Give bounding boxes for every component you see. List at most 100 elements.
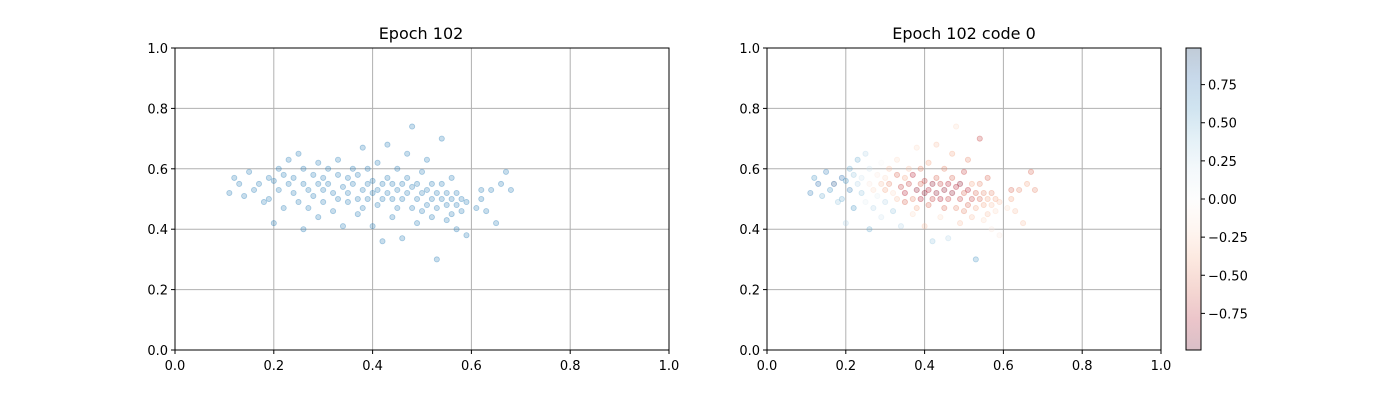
scatter-point bbox=[909, 195, 916, 202]
scatter-point bbox=[811, 174, 818, 181]
scatter-point bbox=[1020, 220, 1027, 227]
scatter-point bbox=[384, 189, 391, 196]
scatter-points bbox=[226, 123, 514, 263]
scatter-point bbox=[894, 195, 901, 202]
y-tick-label: 0.2 bbox=[147, 284, 168, 299]
scatter-panel-code: Epoch 102 code 0 0.0 0.2 0.4 0.6 0.8 1.0 0.00… bbox=[739, 24, 1171, 374]
y-tick-label: 0.2 bbox=[739, 284, 760, 299]
scatter-point bbox=[897, 183, 904, 190]
scatter-point bbox=[300, 226, 307, 233]
scatter-point bbox=[921, 189, 928, 196]
scatter-point bbox=[246, 168, 253, 175]
scatter-point bbox=[236, 180, 243, 187]
scatter-point bbox=[290, 189, 297, 196]
scatter-point bbox=[976, 180, 983, 187]
scatter-point bbox=[992, 195, 999, 202]
scatter-point bbox=[901, 189, 908, 196]
scatter-point bbox=[354, 171, 361, 178]
x-tick-label: 0.0 bbox=[165, 359, 186, 374]
scatter-point bbox=[399, 195, 406, 202]
scatter-point bbox=[838, 195, 845, 202]
scatter-point bbox=[925, 186, 932, 193]
scatter-point bbox=[310, 171, 317, 178]
scatter-point bbox=[453, 202, 460, 209]
scatter-point bbox=[941, 165, 948, 172]
scatter-point bbox=[280, 205, 287, 212]
scatter-point bbox=[862, 199, 869, 206]
y-axis-ticks: 0.0 0.2 0.4 0.6 0.8 1.0 bbox=[739, 42, 767, 359]
scatter-point bbox=[913, 186, 920, 193]
scatter-point bbox=[433, 189, 440, 196]
scatter-point bbox=[369, 177, 376, 184]
scatter-point bbox=[394, 186, 401, 193]
scatter-point bbox=[1008, 195, 1015, 202]
scatter-point bbox=[953, 123, 960, 130]
scatter-point bbox=[423, 186, 430, 193]
scatter-point bbox=[980, 217, 987, 224]
scatter-point bbox=[428, 214, 435, 221]
scatter-point bbox=[260, 199, 267, 206]
scatter-point bbox=[815, 180, 822, 187]
scatter-point bbox=[285, 180, 292, 187]
scatter-point bbox=[972, 256, 979, 263]
scatter-point bbox=[937, 214, 944, 221]
scatter-point bbox=[453, 226, 460, 233]
scatter-point bbox=[241, 192, 248, 199]
scatter-point bbox=[886, 165, 893, 172]
scatter-point bbox=[886, 180, 893, 187]
scatter-point bbox=[862, 150, 869, 157]
scatter-point bbox=[369, 189, 376, 196]
scatter-point bbox=[374, 159, 381, 166]
scatter-point bbox=[984, 211, 991, 218]
scatter-point bbox=[913, 205, 920, 212]
colorbar-tick-label: 0.00 bbox=[1208, 193, 1237, 208]
scatter-point bbox=[418, 168, 425, 175]
scatter-point bbox=[1012, 208, 1019, 215]
scatter-point bbox=[894, 171, 901, 178]
scatter-point bbox=[507, 186, 514, 193]
scatter-point bbox=[404, 174, 411, 181]
scatter-point bbox=[882, 199, 889, 206]
scatter-point bbox=[917, 165, 924, 172]
scatter-point bbox=[458, 195, 465, 202]
scatter-point bbox=[498, 180, 505, 187]
scatter-point bbox=[980, 189, 987, 196]
scatter-point bbox=[335, 195, 342, 202]
scatter-point bbox=[423, 202, 430, 209]
scatter-point bbox=[305, 186, 312, 193]
scatter-point bbox=[957, 180, 964, 187]
scatter-point bbox=[409, 123, 416, 130]
scatter-point bbox=[961, 168, 968, 175]
scatter-point bbox=[929, 195, 936, 202]
scatter-point bbox=[949, 174, 956, 181]
scatter-point bbox=[438, 180, 445, 187]
x-tick-label: 0.4 bbox=[362, 359, 383, 374]
scatter-point bbox=[443, 189, 450, 196]
scatter-point bbox=[949, 189, 956, 196]
scatter-point bbox=[325, 165, 332, 172]
scatter-point bbox=[483, 208, 490, 215]
scatter-point bbox=[265, 174, 272, 181]
scatter-point bbox=[846, 186, 853, 193]
y-tick-label: 0.0 bbox=[739, 344, 760, 359]
scatter-point bbox=[320, 174, 327, 181]
x-tick-label: 0.6 bbox=[461, 359, 482, 374]
scatter-point bbox=[905, 180, 912, 187]
scatter-point bbox=[842, 220, 849, 227]
scatter-point bbox=[280, 171, 287, 178]
scatter-point bbox=[384, 141, 391, 148]
colorbar-gradient bbox=[1186, 48, 1201, 350]
scatter-point bbox=[399, 235, 406, 242]
scatter-point bbox=[330, 208, 337, 215]
scatter-point bbox=[854, 180, 861, 187]
scatter-point bbox=[320, 186, 327, 193]
scatter-point bbox=[414, 220, 421, 227]
scatter-point bbox=[933, 141, 940, 148]
scatter-point bbox=[957, 195, 964, 202]
scatter-point bbox=[463, 199, 470, 206]
scatter-panel-epoch: Epoch 102 0.0 0.2 0.4 0.6 0.8 1.0 0.00.20.40.… bbox=[147, 24, 679, 374]
x-tick-label: 0.4 bbox=[914, 359, 935, 374]
scatter-point bbox=[909, 171, 916, 178]
scatter-point bbox=[945, 180, 952, 187]
scatter-point bbox=[448, 174, 455, 181]
